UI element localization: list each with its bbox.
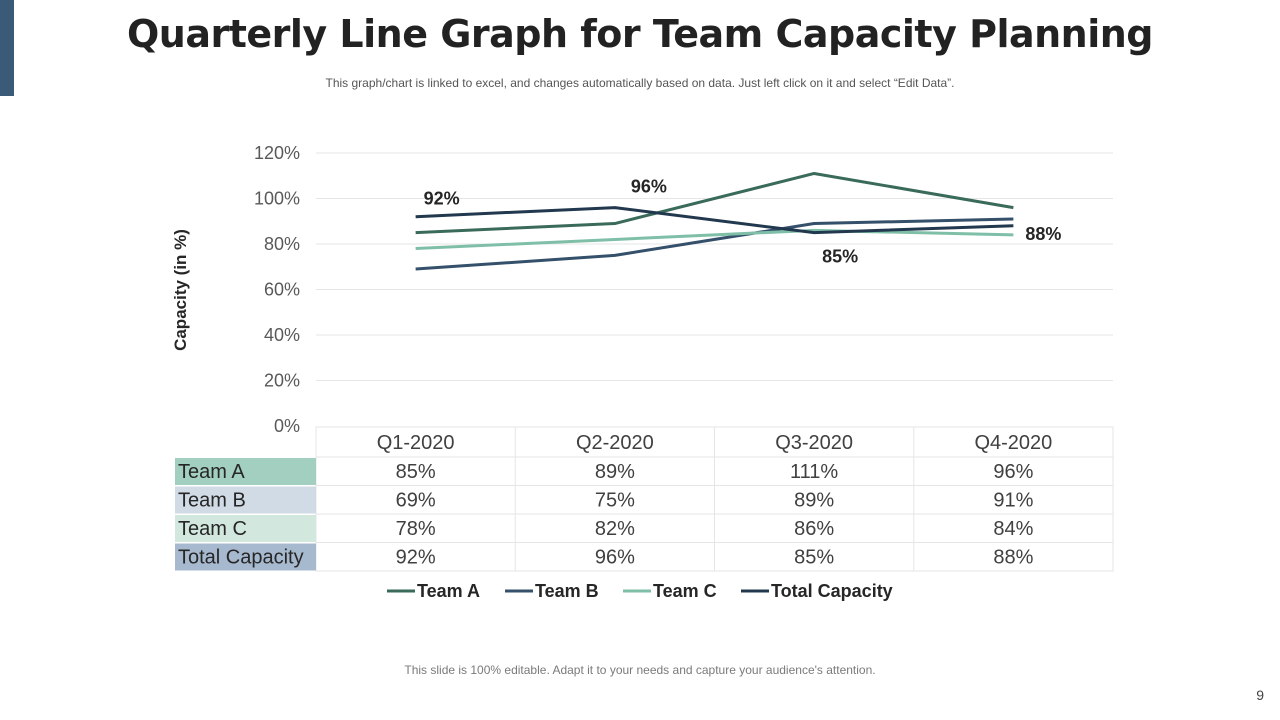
- legend-label: Team A: [417, 581, 480, 601]
- data-label: 88%: [1025, 224, 1061, 244]
- table-cell: 92%: [396, 547, 436, 569]
- y-tick-label: 20%: [264, 371, 300, 391]
- table-cell: 96%: [595, 547, 635, 569]
- legend-item-team-c[interactable]: Team C: [623, 581, 717, 601]
- table-cell: 89%: [794, 490, 834, 512]
- table-cell: 96%: [993, 461, 1033, 483]
- table-cell: 85%: [794, 547, 834, 569]
- series-line-total-capacity[interactable]: [415, 206, 1014, 235]
- table-cell: 89%: [595, 461, 635, 483]
- data-table: Q1-2020 Q2-2020 Q3-2020 Q4-2020 Team A 85% 89%…: [175, 426, 1114, 572]
- legend-item-team-b[interactable]: Team B: [505, 581, 599, 601]
- series-line-team-a[interactable]: [415, 171, 1014, 235]
- page-number: 9: [1256, 687, 1264, 703]
- y-tick-label: 80%: [264, 234, 300, 254]
- y-tick-label: 40%: [264, 325, 300, 345]
- table-cell: 91%: [993, 490, 1033, 512]
- y-axis-label: Capacity (in %): [171, 229, 190, 351]
- y-tick-label: 120%: [254, 143, 300, 163]
- legend: Team A Team B Team C Total Capacity: [387, 581, 893, 601]
- table-header-cell: Q1-2020: [377, 432, 455, 454]
- table-row-header-bg: [175, 515, 316, 542]
- y-tick-label: 60%: [264, 280, 300, 300]
- table-row-header: Team A: [178, 461, 245, 483]
- series-line-team-c[interactable]: [415, 228, 1014, 251]
- legend-item-team-a[interactable]: Team A: [387, 581, 480, 601]
- table-cell: 111%: [790, 461, 838, 483]
- table-cell: 75%: [595, 490, 635, 512]
- page-title: Quarterly Line Graph for Team Capacity P…: [126, 12, 1154, 56]
- table-cell: 88%: [993, 547, 1033, 569]
- table-header-cell: Q2-2020: [576, 432, 654, 454]
- table-header-cell: Q3-2020: [775, 432, 853, 454]
- table-row-header-bg: [175, 543, 316, 571]
- table-row-header: Team C: [178, 518, 247, 540]
- table-row-header-bg: [175, 486, 316, 514]
- legend-item-total-capacity[interactable]: Total Capacity: [741, 581, 893, 601]
- table-cell: 85%: [396, 461, 436, 483]
- y-axis-ticks: 0% 20% 40% 60% 80% 100% 120%: [254, 143, 300, 436]
- data-label: 92%: [424, 189, 460, 209]
- table-cell: 86%: [794, 518, 834, 540]
- table-row-header: Total Capacity: [178, 547, 304, 569]
- table-cell: 82%: [595, 518, 635, 540]
- y-tick-label: 100%: [254, 189, 300, 209]
- data-label: 85%: [822, 247, 858, 267]
- legend-label: Team B: [535, 581, 599, 601]
- table-cell: 78%: [396, 518, 436, 540]
- data-labels: 92% 96% 85% 88%: [424, 177, 1062, 267]
- series-lines: [415, 171, 1014, 271]
- subtitle: This graph/chart is linked to excel, and…: [325, 76, 955, 90]
- footer-note: This slide is 100% editable. Adapt it to…: [404, 663, 876, 677]
- table-row-header-bg: [175, 458, 316, 485]
- series-line-team-b[interactable]: [415, 217, 1014, 271]
- data-label: 96%: [631, 177, 667, 197]
- gridlines: [316, 152, 1113, 381]
- table-header-cell: Q4-2020: [974, 432, 1052, 454]
- legend-label: Total Capacity: [771, 581, 893, 601]
- table-row-header: Team B: [178, 490, 246, 512]
- table-cell: 69%: [396, 490, 436, 512]
- table-cell: 84%: [993, 518, 1033, 540]
- y-tick-label: 0%: [274, 416, 300, 436]
- legend-label: Team C: [653, 581, 717, 601]
- accent-bar: [0, 0, 14, 96]
